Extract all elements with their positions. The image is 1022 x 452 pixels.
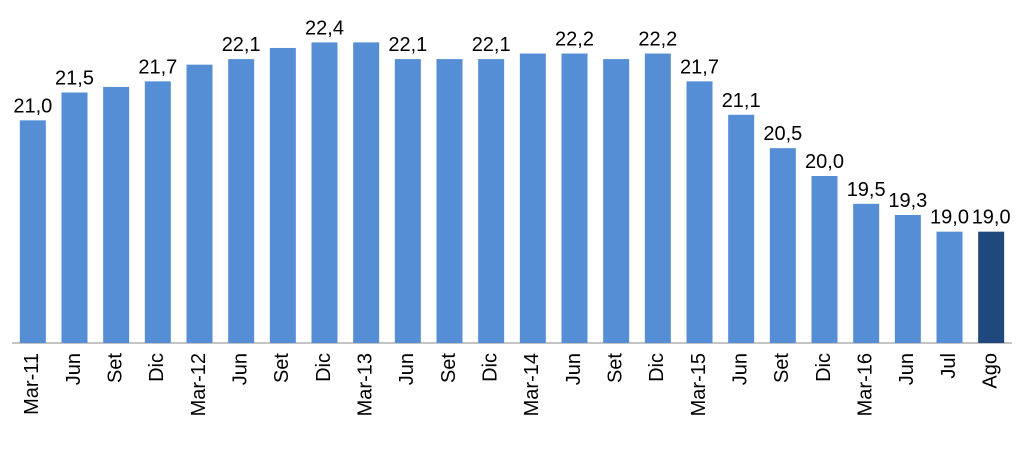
bar [769, 148, 796, 343]
bar [894, 214, 921, 343]
data-label: 22,1 [222, 34, 261, 56]
bar [19, 120, 46, 343]
x-tick-label: Dic [813, 353, 835, 382]
bar [144, 81, 171, 343]
x-tick-label: Dic [313, 353, 335, 382]
bar [519, 53, 546, 344]
data-label: 21,7 [138, 56, 177, 78]
bar [103, 86, 130, 343]
x-tick-label: Jun [229, 353, 251, 385]
bar [728, 114, 755, 344]
x-tick-label: Mar-16 [854, 353, 876, 416]
data-label: 21,5 [55, 68, 94, 90]
bar [311, 42, 338, 344]
x-tick-label: Jul [938, 353, 960, 379]
bar [853, 203, 880, 343]
x-tick-label: Set [604, 353, 626, 383]
bar [228, 59, 255, 343]
x-tick-label: Jun [729, 353, 751, 385]
x-tick-label: Set [438, 353, 460, 383]
bar [394, 59, 421, 343]
x-tick-label: Mar-13 [354, 353, 376, 416]
bar [978, 231, 1005, 343]
bar [353, 42, 380, 344]
x-tick-label: Dic [479, 353, 501, 382]
bar [561, 53, 588, 344]
data-label: 20,5 [763, 123, 802, 145]
data-label: 22,1 [388, 34, 427, 56]
bar [644, 53, 671, 344]
x-tick-label: Jun [63, 353, 85, 385]
data-label: 19,3 [888, 190, 927, 212]
x-tick-label: Jun [396, 353, 418, 385]
bar [686, 81, 713, 343]
data-label: 21,0 [13, 95, 52, 117]
x-tick-label: Jun [563, 353, 585, 385]
data-label: 19,0 [930, 207, 969, 229]
bar [436, 59, 463, 343]
x-tick-label: Ago [979, 353, 1001, 389]
bar [936, 231, 963, 343]
x-tick-label: Mar-15 [688, 353, 710, 416]
x-tick-label: Jun [896, 353, 918, 385]
bar [61, 92, 88, 343]
x-tick-label: Mar-11 [21, 353, 43, 415]
data-label: 21,7 [680, 56, 719, 78]
x-tick-label: Mar-14 [521, 353, 543, 416]
bar [603, 59, 630, 343]
data-label: 22,2 [555, 29, 594, 51]
x-tick-label: Set [271, 353, 293, 383]
data-label: 19,0 [972, 207, 1011, 229]
x-tick-label: Dic [146, 353, 168, 382]
data-label: 21,1 [722, 90, 761, 112]
bar [811, 176, 838, 343]
bar [269, 47, 296, 343]
data-label: 22,1 [472, 34, 511, 56]
x-tick-label: Dic [646, 353, 668, 382]
x-tick-label: Mar-12 [188, 353, 210, 416]
bar [186, 64, 213, 344]
bar [478, 59, 505, 343]
data-label: 22,4 [305, 17, 344, 39]
data-label: 20,0 [805, 151, 844, 173]
x-tick-label: Set [771, 353, 793, 383]
data-label: 19,5 [847, 179, 886, 201]
data-label: 22,2 [638, 29, 677, 51]
x-tick-label: Set [104, 353, 126, 383]
